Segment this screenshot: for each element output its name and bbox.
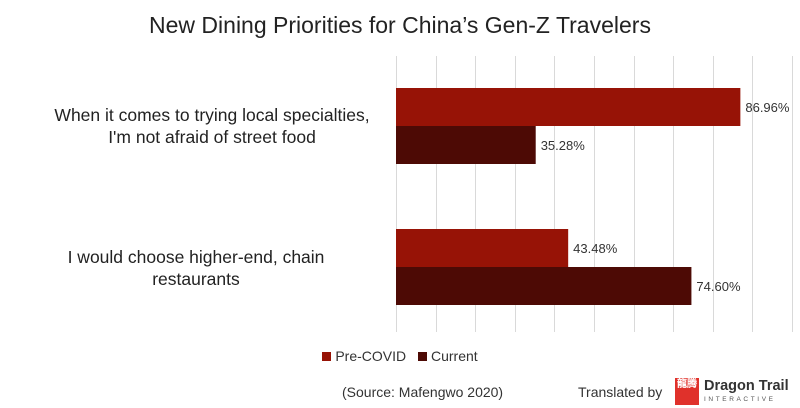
dragon-trail-logo-name: Dragon Trail (704, 378, 789, 394)
dragon-trail-logo: 龍腾 Dragon Trail INTERACTIVE (675, 377, 795, 407)
legend-item-current: Current (418, 348, 478, 364)
dragon-trail-logo-mark: 龍腾 (675, 378, 699, 405)
data-label: 86.96% (745, 100, 790, 115)
legend-item-pre-covid: Pre-COVID (322, 348, 406, 364)
category-label-street-food: When it comes to trying local specialtie… (42, 104, 382, 148)
bar-pre-covid-1 (396, 229, 569, 267)
legend-label-pre-covid: Pre-COVID (335, 348, 407, 364)
data-label: 43.48% (573, 241, 618, 256)
legend-swatch-pre-covid (322, 352, 332, 361)
chart-legend: Pre-COVID Current (0, 348, 800, 364)
legend-swatch-current (418, 352, 427, 361)
bar-current-0 (396, 126, 536, 164)
bar-pre-covid-0 (396, 88, 741, 126)
dragon-trail-logo-sub: INTERACTIVE (704, 396, 776, 403)
bar-current-1 (396, 267, 692, 305)
translation-credit: Translated by (578, 384, 663, 400)
category-label-line: I would choose higher-end, chain (67, 247, 325, 267)
category-label-line: I'm not afraid of street food (108, 127, 316, 147)
chart-title: New Dining Priorities for China’s Gen-Z … (149, 12, 651, 38)
data-label: 74.60% (696, 279, 741, 294)
source-note: (Source: Mafengwo 2020) (342, 384, 504, 400)
category-label-chain-restaurants: I would choose higher-end, chain restaur… (26, 246, 366, 290)
category-label-line: When it comes to trying local specialtie… (54, 105, 370, 125)
legend-label-current: Current (431, 348, 478, 364)
data-label: 35.28% (541, 138, 586, 153)
category-label-line: restaurants (152, 269, 240, 289)
